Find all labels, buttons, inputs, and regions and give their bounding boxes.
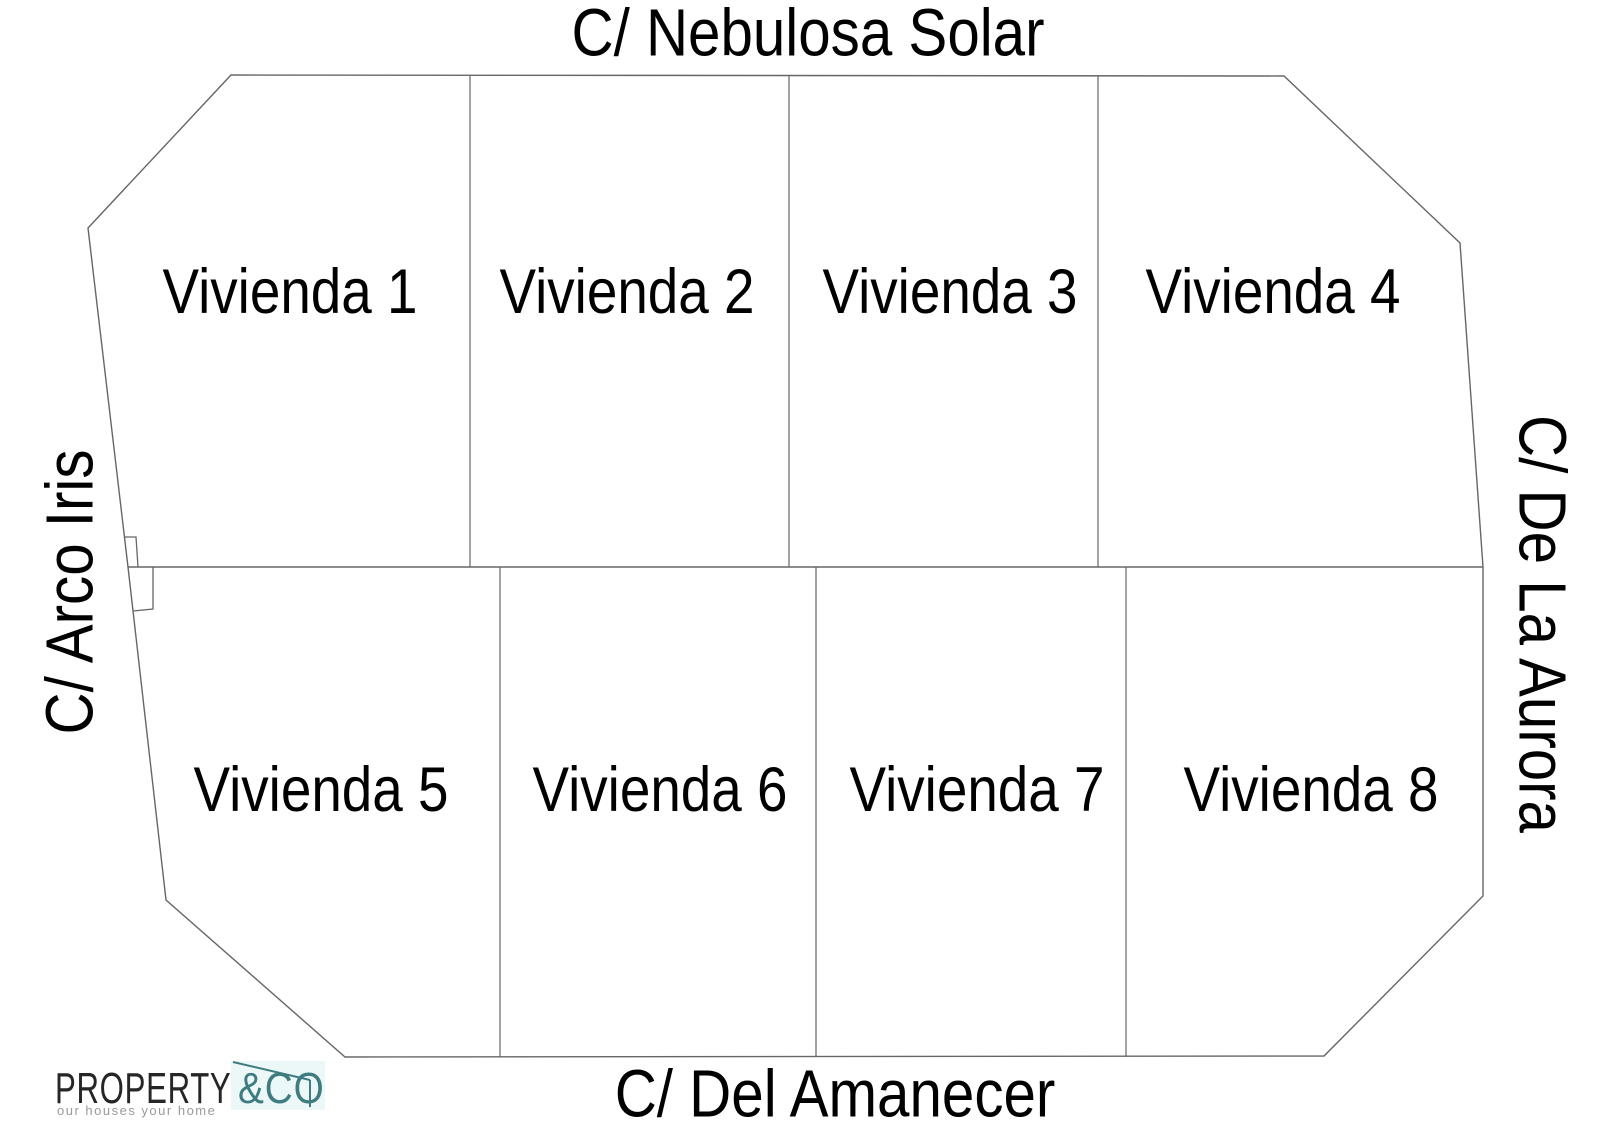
svg-text:&CO: &CO [238,1063,325,1113]
